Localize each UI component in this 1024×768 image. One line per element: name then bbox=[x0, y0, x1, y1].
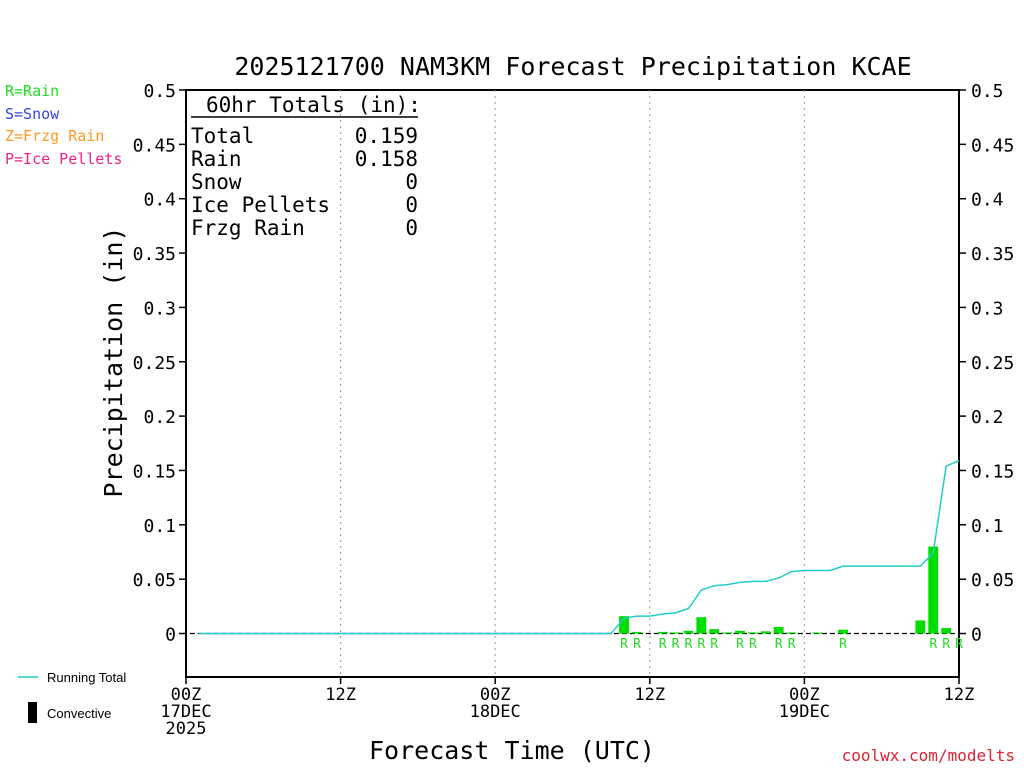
plot-frame bbox=[185, 89, 960, 678]
x-tick-label: 00Z bbox=[171, 685, 202, 705]
x-tick-label: 12Z bbox=[325, 685, 356, 705]
ptype-label: R bbox=[749, 637, 757, 652]
precip-bar bbox=[812, 632, 823, 634]
x-tick-label: 2025 bbox=[166, 719, 207, 739]
y-tick-label-right: 0.15 bbox=[971, 461, 1014, 482]
x-tick-label: 00Z bbox=[789, 685, 820, 705]
precip-bar bbox=[928, 546, 939, 634]
y-tick-label-left: 0.45 bbox=[133, 135, 176, 156]
x-tick-label: 17DEC bbox=[160, 702, 211, 722]
precip-bar bbox=[747, 632, 758, 634]
ptype-label: R bbox=[788, 637, 796, 652]
ptype-label: R bbox=[633, 637, 641, 652]
precip-bar bbox=[696, 617, 707, 634]
y-tick-label-left: 0.1 bbox=[143, 516, 176, 537]
running-total-line bbox=[198, 459, 960, 635]
precip-bar bbox=[941, 628, 952, 634]
y-axis-label: Precipitation (in) bbox=[99, 227, 128, 498]
precip-bar bbox=[786, 632, 797, 634]
x-tick-label: 19DEC bbox=[779, 702, 830, 722]
precip-bar bbox=[670, 632, 681, 634]
precip-bar bbox=[722, 632, 733, 634]
x-tick-label: 00Z bbox=[480, 685, 511, 705]
x-tick-label: 12Z bbox=[944, 685, 975, 705]
ptype-label: R bbox=[685, 637, 693, 652]
y-tick-label-left: 0.5 bbox=[143, 81, 176, 102]
ptype-label: R bbox=[710, 637, 718, 652]
precip-bar bbox=[631, 631, 642, 634]
legend-snow: S=Snow bbox=[5, 105, 60, 123]
precip-bar bbox=[683, 630, 694, 634]
y-tick-label-left: 0.2 bbox=[143, 407, 176, 428]
convective-swatch bbox=[28, 702, 37, 723]
y-tick-label-left: 0.15 bbox=[133, 461, 176, 482]
y-tick-label-left: 0.05 bbox=[133, 570, 176, 591]
totals-heading: 60hr Totals (in): bbox=[206, 93, 421, 117]
legend-ice: P=Ice Pellets bbox=[5, 150, 122, 168]
watermark: coolwx.com/modelts bbox=[842, 746, 1015, 765]
y-tick-label-right: 0.45 bbox=[971, 135, 1014, 156]
precip-bar bbox=[619, 616, 629, 634]
y-tick-label-right: 0.35 bbox=[971, 244, 1014, 265]
ptype-label: R bbox=[929, 637, 937, 652]
totals-row-value: 0.158 bbox=[355, 147, 418, 171]
ptype-label: R bbox=[697, 637, 705, 652]
totals-row-value: 0.159 bbox=[355, 124, 418, 148]
precip-bar bbox=[773, 626, 784, 634]
precip-bar bbox=[709, 629, 720, 634]
x-tick-label: 12Z bbox=[634, 685, 665, 705]
precip-bar bbox=[760, 631, 771, 634]
chart-title: 2025121700 NAM3KM Forecast Precipitation… bbox=[234, 52, 911, 81]
y-tick-label-right: 0.05 bbox=[971, 570, 1014, 591]
x-tick-label: 18DEC bbox=[470, 702, 521, 722]
y-tick-label-right: 0 bbox=[971, 625, 982, 646]
totals-row-value: 0 bbox=[405, 216, 418, 240]
y-tick-label-right: 0.4 bbox=[971, 190, 1004, 211]
totals-row-label: Rain bbox=[191, 147, 242, 171]
totals-row-value: 0 bbox=[405, 170, 418, 194]
precip-bar bbox=[657, 631, 668, 634]
ptype-label: R bbox=[942, 637, 950, 652]
totals-row-value: 0 bbox=[405, 193, 418, 217]
ptype-label: R bbox=[775, 637, 783, 652]
legend-frzg: Z=Frzg Rain bbox=[5, 127, 104, 145]
x-axis-label: Forecast Time (UTC) bbox=[369, 736, 655, 765]
y-tick-label-left: 0.25 bbox=[133, 353, 176, 374]
totals-box: 60hr Totals (in): Total 0.159 Rain 0.158 Sno… bbox=[191, 93, 421, 240]
precip-bar bbox=[838, 629, 848, 634]
y-tick-label-left: 0.4 bbox=[143, 190, 176, 211]
ptype-label: R bbox=[620, 637, 628, 652]
y-tick-label-left: 0.3 bbox=[143, 298, 176, 319]
legend-rain: R=Rain bbox=[5, 82, 59, 100]
y-tick-label-right: 0.25 bbox=[971, 353, 1014, 374]
y-tick-label-right: 0.2 bbox=[971, 407, 1004, 428]
y-tick-label-left: 0 bbox=[165, 625, 176, 646]
y-tick-label-left: 0.35 bbox=[133, 244, 176, 265]
precip-bar bbox=[915, 620, 926, 634]
y-tick-label-right: 0.3 bbox=[971, 298, 1004, 319]
ptype-label: R bbox=[659, 637, 667, 652]
legend-convective: Convective bbox=[47, 706, 111, 721]
totals-row-label: Snow bbox=[191, 170, 242, 194]
ptype-label: R bbox=[955, 637, 963, 652]
legend-running-total: Running Total bbox=[47, 670, 126, 685]
ptype-label: R bbox=[672, 637, 680, 652]
totals-row-label: Frzg Rain bbox=[191, 216, 305, 240]
ptype-label: R bbox=[736, 637, 744, 652]
y-tick-label-right: 0.5 bbox=[971, 81, 1004, 102]
totals-row-label: Ice Pellets bbox=[191, 193, 330, 217]
y-tick-label-right: 0.1 bbox=[971, 516, 1004, 537]
ptype-label: R bbox=[839, 637, 847, 652]
totals-row-label: Total bbox=[191, 124, 254, 148]
precip-bar bbox=[735, 630, 745, 634]
